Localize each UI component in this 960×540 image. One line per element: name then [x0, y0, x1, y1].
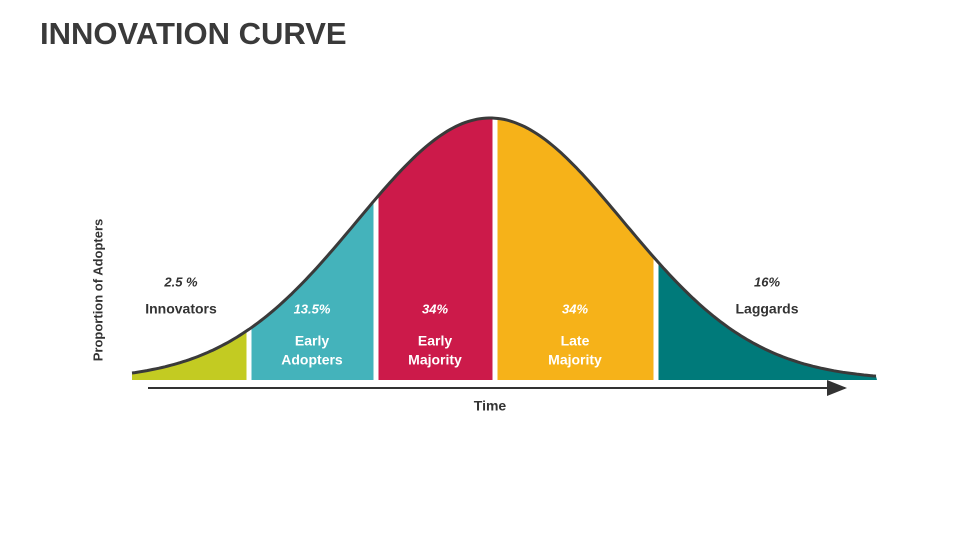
segments — [132, 118, 877, 380]
segment-label: Majority — [408, 352, 462, 368]
segment-percent: 2.5 % — [163, 274, 198, 289]
segment-label: Laggards — [735, 301, 798, 317]
segment-percent: 34% — [562, 301, 588, 316]
segment — [132, 118, 247, 380]
segment-label: Majority — [548, 352, 602, 368]
segment-label: Early — [295, 333, 329, 349]
segment-label: Adopters — [281, 352, 343, 368]
segment-label: Innovators — [145, 301, 217, 317]
segment-percent: 13.5% — [294, 301, 331, 316]
segment-label: Early — [418, 333, 452, 349]
y-axis-label: Proportion of Adopters — [90, 219, 105, 362]
segment-label: Late — [561, 333, 590, 349]
segment-percent: 16% — [754, 274, 780, 289]
x-axis-label: Time — [474, 398, 507, 414]
title: INNOVATION CURVE — [40, 16, 347, 51]
segment-percent: 34% — [422, 301, 448, 316]
bell-curve — [131, 116, 877, 378]
segment — [658, 118, 877, 380]
